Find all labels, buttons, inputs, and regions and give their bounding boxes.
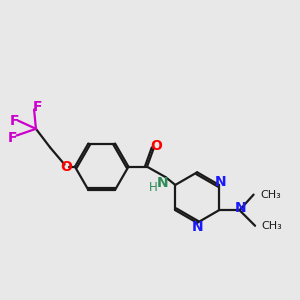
Text: N: N <box>234 201 246 215</box>
Text: H: H <box>149 181 158 194</box>
Text: N: N <box>157 176 168 190</box>
Text: O: O <box>60 160 72 174</box>
Text: CH₃: CH₃ <box>262 221 283 231</box>
Text: F: F <box>10 114 19 128</box>
Text: F: F <box>32 100 42 113</box>
Text: CH₃: CH₃ <box>260 190 281 200</box>
Text: F: F <box>8 131 18 146</box>
Text: N: N <box>215 175 227 189</box>
Text: N: N <box>192 220 204 234</box>
Text: O: O <box>151 139 163 153</box>
